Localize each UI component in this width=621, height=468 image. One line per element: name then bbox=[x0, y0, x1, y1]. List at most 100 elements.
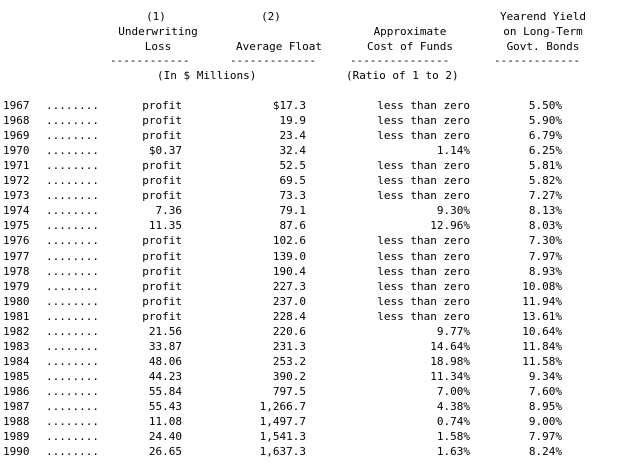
leader-dots: ........ bbox=[46, 249, 99, 263]
leader-dots: ........ bbox=[46, 234, 99, 248]
yield-cell: 11.84% bbox=[522, 339, 562, 353]
float-cell: 1,637.3 bbox=[259, 445, 306, 459]
cost-cell: less than zero bbox=[377, 279, 470, 293]
col3-heading-line2: Cost of Funds bbox=[366, 40, 454, 53]
year-cell: 1981 bbox=[3, 309, 30, 323]
cost-cell: 11.34% bbox=[430, 369, 470, 383]
cost-cell: 1.58% bbox=[436, 430, 470, 444]
cost-cell: 9.77% bbox=[436, 324, 470, 338]
table-row: 1981........ profit 228.4 less than zero 13.… bbox=[0, 310, 621, 324]
yield-cell: 9.00% bbox=[528, 415, 562, 429]
leader-dots: ........ bbox=[46, 189, 99, 203]
float-cell: 390.2 bbox=[272, 369, 306, 383]
loss-cell: profit bbox=[142, 309, 182, 323]
loss-cell: 55.84 bbox=[148, 384, 182, 398]
year-cell: 1976 bbox=[3, 234, 30, 248]
cost-cell: 18.98% bbox=[430, 354, 470, 368]
leader-dots: ........ bbox=[46, 294, 99, 308]
float-cell: 52.5 bbox=[279, 159, 307, 173]
cost-cell: less than zero bbox=[377, 174, 470, 188]
leader-dots: ........ bbox=[46, 430, 99, 444]
yield-cell: 5.50% bbox=[528, 99, 562, 112]
loss-cell: profit bbox=[142, 159, 182, 173]
loss-cell: profit bbox=[142, 249, 182, 263]
units-row: (In $ Millions) (Ratio of 1 to 2) bbox=[0, 69, 621, 83]
table-row: 1986........ 55.84 797.5 7.00% 7.60% bbox=[0, 385, 621, 399]
yield-cell: 8.95% bbox=[528, 400, 562, 413]
table-row: 1983........ 33.87 231.3 14.64% 11.84% bbox=[0, 340, 621, 354]
units-ratio: (Ratio of 1 to 2) bbox=[346, 69, 459, 82]
yield-cell: 7.60% bbox=[528, 384, 562, 398]
cost-cell: 0.74% bbox=[436, 415, 470, 429]
float-cell: 79.1 bbox=[279, 204, 307, 218]
yield-cell: 11.58% bbox=[522, 354, 562, 368]
leader-dots: ........ bbox=[46, 415, 99, 429]
col1-number: (1) bbox=[146, 10, 166, 23]
leader-dots: ........ bbox=[46, 174, 99, 188]
yield-cell: 8.03% bbox=[528, 219, 562, 233]
cost-cell: less than zero bbox=[377, 189, 470, 203]
float-cell: 32.4 bbox=[279, 144, 307, 158]
yield-cell: 8.93% bbox=[528, 264, 562, 278]
leader-dots: ........ bbox=[46, 99, 99, 112]
leader-dots: ........ bbox=[46, 354, 99, 368]
year-cell: 1969 bbox=[3, 129, 30, 143]
year-cell: 1970 bbox=[3, 144, 30, 158]
loss-cell: 48.06 bbox=[148, 354, 182, 368]
float-cell: 227.3 bbox=[272, 279, 306, 293]
col3-heading-line1: Approximate bbox=[373, 25, 447, 38]
float-cell: 1,497.7 bbox=[259, 415, 306, 429]
float-cell: 73.3 bbox=[279, 189, 307, 203]
loss-cell: profit bbox=[142, 279, 182, 293]
col2-number: (2) bbox=[261, 10, 281, 23]
cost-cell: 1.63% bbox=[436, 445, 470, 459]
table-row: 1970........ $0.37 32.4 1.14% 6.25% bbox=[0, 144, 621, 158]
col4-heading-line1: Yearend Yield bbox=[499, 10, 587, 23]
leader-dots: ........ bbox=[46, 324, 99, 338]
col2-heading: Average Float bbox=[235, 40, 323, 53]
col1-heading-line2: Loss bbox=[144, 40, 172, 53]
col1-heading-line1: Underwriting bbox=[118, 25, 198, 38]
cost-cell: less than zero bbox=[377, 294, 470, 308]
leader-dots: ........ bbox=[46, 204, 99, 218]
loss-cell: profit bbox=[142, 189, 182, 203]
leader-dots: ........ bbox=[46, 339, 99, 353]
table-row: 1974........ 7.36 79.1 9.30% 8.13% bbox=[0, 204, 621, 218]
cost-cell: 9.30% bbox=[436, 204, 470, 218]
units-millions: (In $ Millions) bbox=[157, 69, 257, 82]
yield-cell: 8.13% bbox=[528, 204, 562, 218]
yield-cell: 6.25% bbox=[528, 144, 562, 158]
year-cell: 1973 bbox=[3, 189, 30, 203]
table-row: 1975........ 11.35 87.6 12.96% 8.03% bbox=[0, 219, 621, 233]
loss-cell: 26.65 bbox=[148, 445, 182, 459]
table-row: 1967........ profit $17.3 less than zero 5.5… bbox=[0, 99, 621, 113]
float-cell: 190.4 bbox=[272, 264, 306, 278]
float-cell: 228.4 bbox=[272, 309, 306, 323]
cost-cell: 14.64% bbox=[430, 339, 470, 353]
table-row: 1980........ profit 237.0 less than zero 11.… bbox=[0, 295, 621, 309]
year-cell: 1978 bbox=[3, 264, 30, 278]
col2-rule: ------------- bbox=[230, 54, 317, 67]
yield-cell: 11.94% bbox=[522, 294, 562, 308]
loss-cell: 33.87 bbox=[148, 339, 182, 353]
year-cell: 1985 bbox=[3, 369, 30, 383]
year-cell: 1987 bbox=[3, 400, 30, 413]
float-cell: 102.6 bbox=[272, 234, 306, 248]
loss-cell: profit bbox=[142, 114, 182, 128]
col4-rule: ------------- bbox=[494, 54, 581, 67]
header-rules: ------------ ------------- -------------… bbox=[0, 54, 621, 68]
col4-heading-line2: on Long-Term bbox=[503, 25, 583, 38]
float-cell: 69.5 bbox=[279, 174, 307, 188]
cost-cell: 12.96% bbox=[430, 219, 470, 233]
yield-cell: 9.34% bbox=[528, 369, 562, 383]
year-cell: 1972 bbox=[3, 174, 30, 188]
year-cell: 1983 bbox=[3, 339, 30, 353]
leader-dots: ........ bbox=[46, 384, 99, 398]
year-cell: 1984 bbox=[3, 354, 30, 368]
table-row: 1973........ profit 73.3 less than zero 7.27… bbox=[0, 189, 621, 203]
loss-cell: 24.40 bbox=[148, 430, 182, 444]
year-cell: 1979 bbox=[3, 279, 30, 293]
yield-cell: 7.97% bbox=[528, 249, 562, 263]
leader-dots: ........ bbox=[46, 309, 99, 323]
yield-cell: 7.30% bbox=[528, 234, 562, 248]
